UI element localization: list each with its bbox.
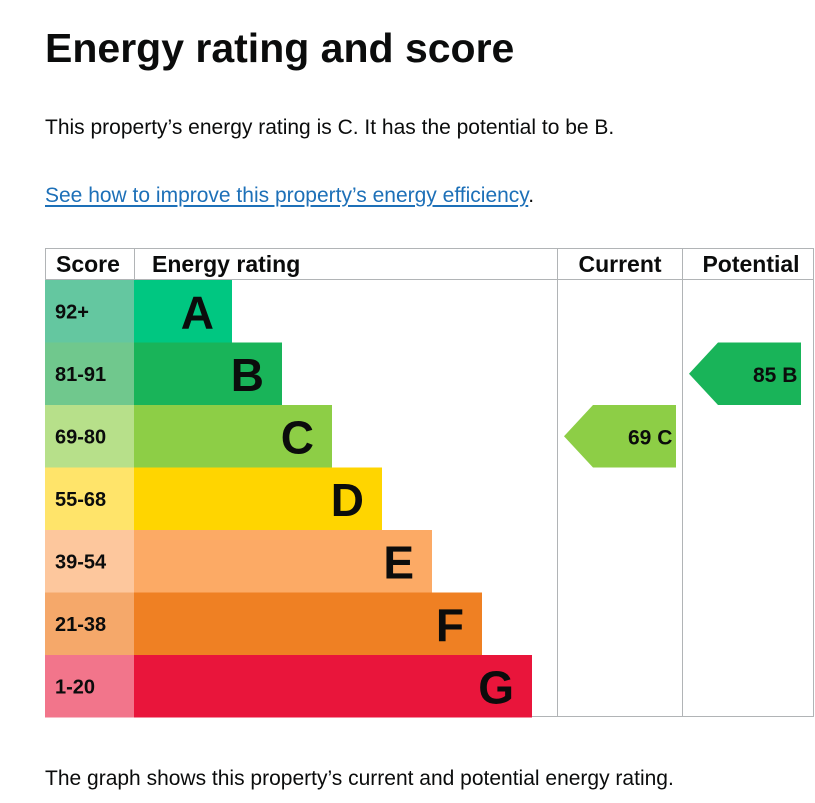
score-cell-f: [45, 592, 134, 655]
band-letter-f: F: [436, 599, 464, 651]
band-bar-d: [134, 467, 382, 530]
link-suffix: .: [528, 184, 535, 207]
potential-rating-arrow: [689, 342, 801, 405]
score-cell-a: [45, 280, 134, 343]
graph-description: The graph shows this property’s current …: [45, 767, 674, 790]
band-letter-b: B: [231, 349, 264, 401]
band-letter-d: D: [331, 474, 364, 526]
score-cell-c: [45, 405, 134, 468]
score-label-f: 21-38: [55, 614, 106, 636]
score-cell-e: [45, 530, 134, 593]
rating-summary: This property’s energy rating is C. It h…: [45, 116, 615, 139]
band-letter-e: E: [383, 536, 414, 588]
band-letter-g: G: [478, 661, 514, 713]
page-title: Energy rating and score: [45, 25, 515, 71]
score-cell-b: [45, 342, 134, 405]
header-potential: Potential: [702, 251, 799, 277]
current-rating-arrow-label: 69 C: [628, 426, 672, 449]
band-bar-g: [134, 655, 532, 718]
improve-link-paragraph: See how to improve this property’s energ…: [45, 181, 534, 211]
improve-efficiency-link[interactable]: See how to improve this property’s energ…: [45, 184, 529, 207]
score-cell-g: [45, 655, 134, 718]
current-rating-arrow: [564, 405, 676, 468]
header-energy-rating: Energy rating: [152, 251, 300, 277]
header-current: Current: [578, 251, 661, 277]
rating-bands: 92+ A 81-91 B 69-80 C 55-68 D 39-54 E 21-38 F 1-20 G: [45, 280, 532, 718]
band-letter-a: A: [181, 286, 214, 338]
band-bar-f: [134, 592, 482, 655]
band-bar-c: [134, 405, 332, 468]
score-label-e: 39-54: [55, 551, 107, 573]
score-label-a: 92+: [55, 301, 89, 323]
band-bar-e: [134, 530, 432, 593]
score-label-b: 81-91: [55, 364, 106, 386]
score-label-d: 55-68: [55, 489, 106, 511]
band-bar-b: [134, 342, 282, 405]
score-label-g: 1-20: [55, 676, 95, 698]
score-cell-d: [45, 467, 134, 530]
rating-arrows: 69 C 85 B: [564, 342, 801, 468]
potential-rating-arrow-label: 85 B: [753, 364, 797, 387]
score-label-c: 69-80: [55, 426, 106, 448]
band-bar-a: [134, 280, 232, 343]
header-score: Score: [56, 251, 120, 277]
band-letter-c: C: [281, 411, 314, 463]
